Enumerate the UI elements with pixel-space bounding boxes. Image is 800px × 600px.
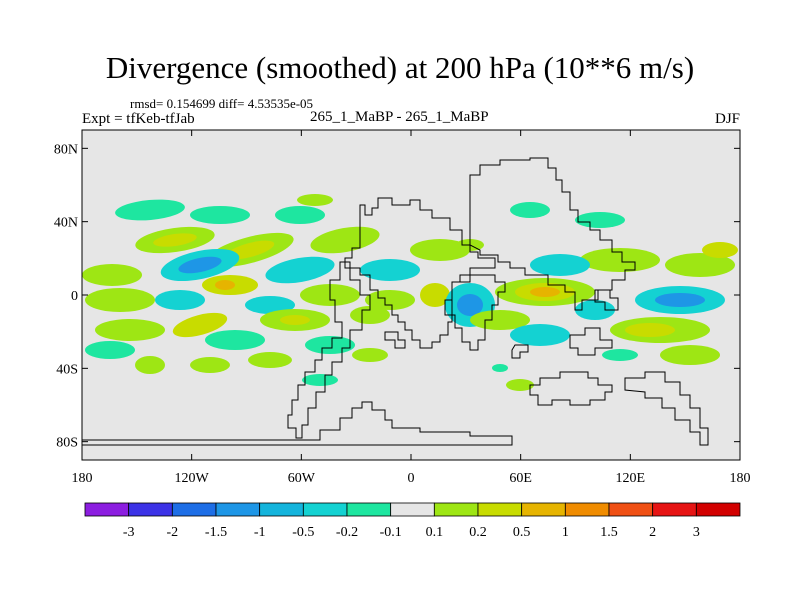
colorbar-swatch: [521, 502, 566, 517]
lon-tick-label: 180: [72, 471, 93, 486]
colorbar-swatch: [346, 502, 392, 517]
colorbar-label: -0.5: [292, 525, 314, 540]
colorbar-label: 3: [693, 525, 700, 540]
plot-title: Divergence (smoothed) at 200 hPa (10**6 …: [105, 50, 695, 85]
colorbar-swatch: [608, 502, 654, 517]
colorbar: -3 -2 -1.5 -1 -0.5 -0.2 -0.1 0.1 0.2 0.5 1 1.5 2 3: [84, 502, 741, 540]
colorbar-swatch: [652, 502, 697, 517]
colorbar-swatch: [84, 502, 130, 517]
lat-tick-label: 40N: [54, 216, 78, 231]
colorbar-label: 0.2: [469, 525, 487, 540]
lon-tick-label: 180: [730, 471, 751, 486]
lon-tick-label: 120W: [175, 471, 210, 486]
lat-tick-label: 80N: [54, 142, 78, 157]
lon-tick-label: 60E: [509, 471, 532, 486]
continent-outlines: [82, 157, 709, 446]
colorbar-label: 1.5: [600, 525, 618, 540]
colorbar-label: -1: [254, 525, 266, 540]
colorbar-swatch: [171, 502, 217, 517]
lon-tick-label: 0: [408, 471, 415, 486]
colorbar-label: -0.2: [336, 525, 358, 540]
lat-tick-label: 80S: [56, 436, 78, 451]
colorbar-label: 0.1: [426, 525, 444, 540]
case-label: 265_1_MaBP - 265_1_MaBP: [310, 109, 489, 125]
lat-tick-label: 0: [71, 289, 78, 304]
colorbar-swatch: [302, 502, 348, 517]
colorbar-swatch: [215, 502, 261, 517]
colorbar-label: 1: [562, 525, 569, 540]
season-label: DJF: [714, 111, 740, 127]
colorbar-label: -3: [123, 525, 135, 540]
experiment-line: Expt = tfKeb-tfJab: [82, 111, 195, 127]
colorbar-swatch: [477, 502, 523, 517]
colorbar-swatch: [433, 502, 479, 517]
colorbar-swatch: [259, 502, 304, 517]
colorbar-swatch: [128, 502, 173, 517]
lon-tick-label: 120E: [616, 471, 646, 486]
colorbar-swatch: [564, 502, 610, 517]
colorbar-label: -0.1: [380, 525, 402, 540]
lon-tick-label: 60W: [288, 471, 316, 486]
lat-tick-label: 40S: [56, 362, 78, 377]
colorbar-label: -1.5: [205, 525, 227, 540]
colorbar-swatch: [390, 502, 435, 517]
colorbar-swatch: [695, 502, 741, 517]
colorbar-label: -2: [166, 525, 178, 540]
stats-line: rmsd= 0.154699 diff= 4.53535e-05: [130, 96, 314, 111]
colorbar-label: 0.5: [513, 525, 531, 540]
colorbar-label: 2: [649, 525, 656, 540]
axis-ticks: 180 120W 60W 0 60E 120E 180 80N 40N 0 40S 80S: [54, 130, 751, 486]
